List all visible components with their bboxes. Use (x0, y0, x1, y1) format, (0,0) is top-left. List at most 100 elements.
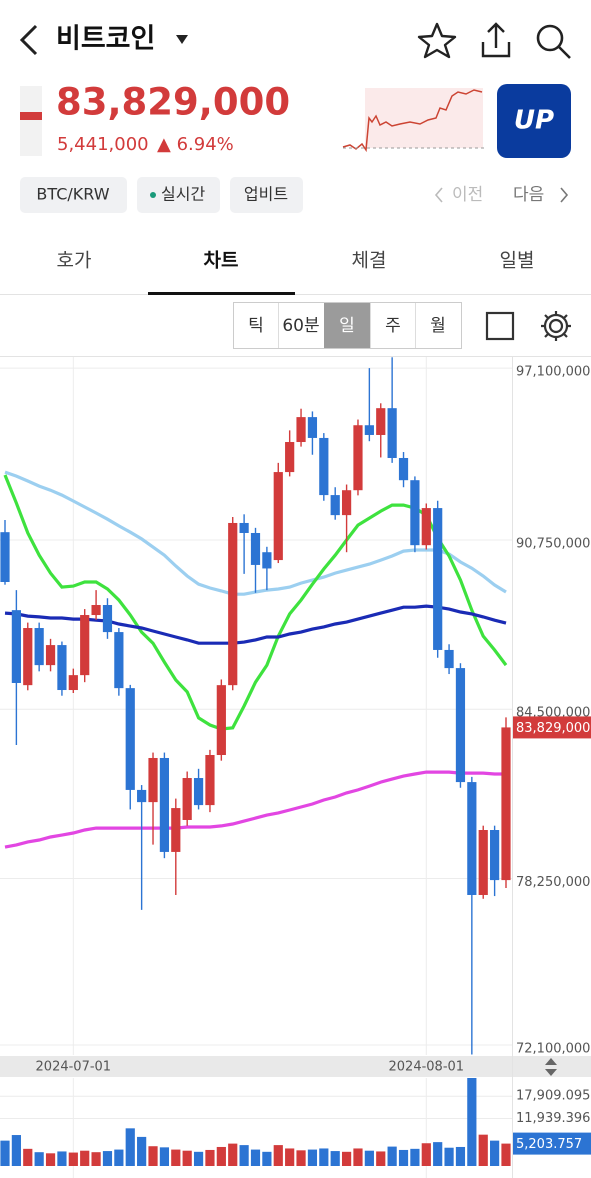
layout-icon[interactable] (485, 311, 515, 341)
candle-body (273, 472, 283, 561)
volume-bar (137, 1136, 147, 1166)
interval-selected (324, 303, 370, 348)
candle-body (34, 628, 44, 666)
y-tick-label: 97,100,000 (516, 365, 590, 380)
candle-body (398, 457, 409, 481)
x-tick-label: 2024-07-01 (36, 1060, 112, 1075)
dropdown-icon[interactable] (176, 35, 188, 44)
candle-body (239, 522, 249, 533)
scroll-icon[interactable] (545, 1058, 557, 1076)
candle-body (501, 727, 511, 881)
volume-bar (421, 1143, 431, 1166)
volume-bar (171, 1149, 181, 1166)
interval[interactable]: 주 (385, 316, 401, 336)
candles (0, 357, 511, 1055)
volume-bar (387, 1146, 397, 1166)
prev-icon[interactable] (434, 187, 443, 203)
candle-body (228, 522, 238, 686)
back-button[interactable] (19, 24, 38, 56)
candle-body (45, 645, 56, 666)
tab[interactable]: 호가 (57, 250, 92, 272)
volume-bar (228, 1143, 238, 1166)
next-icon[interactable] (560, 187, 569, 203)
candle-body (285, 442, 295, 473)
price-change: 5,441,000 (57, 134, 149, 155)
next-button[interactable]: 다음 (513, 185, 544, 205)
candle-body (478, 830, 488, 895)
volume-bar (307, 1149, 318, 1166)
candle-body (57, 645, 67, 691)
volume-bar (68, 1152, 78, 1166)
candle-body (0, 532, 10, 582)
date-band (0, 1056, 591, 1077)
tag-bg (137, 177, 220, 213)
volume-bar (296, 1150, 306, 1166)
candle-body (250, 532, 261, 565)
volume-bar (125, 1128, 135, 1166)
candle-body (296, 417, 306, 443)
volume-bar (319, 1148, 329, 1166)
candle-body (341, 490, 352, 516)
candle-body (159, 757, 170, 852)
volume-bar (455, 1146, 466, 1166)
price-bar (20, 112, 42, 120)
search-icon[interactable] (536, 24, 571, 59)
volume-bar (501, 1143, 511, 1166)
volume-bar (216, 1146, 226, 1166)
y-tick-label: 72,100,000 (516, 1041, 590, 1056)
candle-body (330, 495, 340, 516)
live-dot (150, 192, 156, 198)
tag: 업비트 (244, 185, 288, 204)
interval[interactable]: 월 (430, 316, 446, 336)
exchange-logo (497, 84, 571, 158)
current-price: 83,829,000 (56, 81, 290, 124)
volume-bar (159, 1147, 170, 1166)
candle-body (444, 649, 454, 669)
candle-body (148, 757, 158, 803)
volume-bar (102, 1151, 113, 1166)
tab[interactable]: 체결 (352, 250, 387, 272)
candle-body (262, 552, 272, 569)
share-icon[interactable] (481, 22, 511, 58)
logo-text: UP (514, 106, 554, 136)
volume-bar (330, 1151, 340, 1166)
volume-bar (193, 1151, 204, 1166)
candle-body (80, 615, 90, 676)
tag-bg (230, 177, 303, 213)
tab[interactable]: 일별 (500, 250, 535, 272)
candle-body (137, 789, 147, 803)
prev-button[interactable]: 이전 (452, 185, 483, 205)
settings-icon[interactable] (541, 311, 571, 341)
volume-tick-label: 17,909.095 (516, 1089, 590, 1104)
candle-body (467, 782, 477, 895)
candle-body (433, 508, 443, 650)
tag-bg (20, 177, 127, 213)
title[interactable]: 비트코인 (56, 24, 155, 55)
y-tick-label: 90,750,000 (516, 537, 590, 552)
moving-average (4, 770, 506, 849)
volume-bar (0, 1140, 10, 1166)
volume-bar (285, 1148, 295, 1166)
candle-body (421, 508, 431, 546)
interval[interactable]: 60분 (282, 316, 319, 336)
volume-bar (250, 1149, 261, 1166)
favorite-icon[interactable] (417, 22, 457, 59)
tab-active[interactable]: 차트 (204, 250, 239, 272)
candle-body (182, 778, 192, 820)
volume-bar (353, 1148, 363, 1166)
tag: BTC/KRW (36, 185, 109, 204)
candle-body (387, 408, 397, 458)
volume-bar (205, 1149, 215, 1166)
interval[interactable]: 틱 (248, 316, 264, 336)
candle-body (91, 605, 101, 616)
candle-body (193, 778, 204, 806)
interval-active[interactable]: 일 (339, 316, 355, 336)
current-volume-label: 5,203.757 (516, 1137, 582, 1152)
sparkline (342, 88, 485, 153)
candle-body (364, 425, 374, 435)
candle-body (171, 808, 181, 852)
volume-bar (34, 1152, 44, 1166)
volume-bar (410, 1148, 420, 1166)
